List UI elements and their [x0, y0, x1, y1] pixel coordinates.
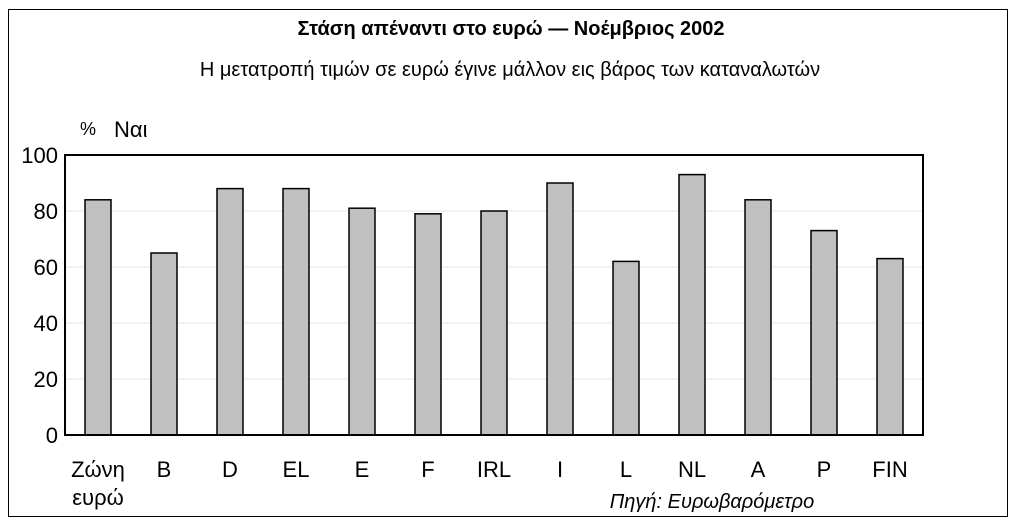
- bar: [414, 213, 442, 436]
- bar: [84, 199, 112, 436]
- bars: [84, 173, 904, 436]
- y-tick-label: 40: [34, 311, 58, 336]
- bar: [546, 182, 574, 436]
- bar: [678, 173, 706, 436]
- y-tick-label: 60: [34, 255, 58, 280]
- unit-label: %: [80, 119, 96, 139]
- bar: [348, 207, 376, 436]
- y-tick-label: 0: [46, 423, 58, 448]
- chart-frame: [8, 9, 1008, 517]
- x-category-label: P: [817, 457, 832, 482]
- x-category-label: B: [157, 457, 172, 482]
- plot-area: [64, 154, 924, 436]
- bar: [876, 257, 904, 436]
- bar: [612, 260, 640, 436]
- bar: [810, 229, 838, 436]
- x-category-label: F: [421, 457, 434, 482]
- y-axis-label: Ναι: [114, 117, 148, 142]
- y-tick-label: 100: [21, 143, 58, 168]
- x-category-label: FIN: [872, 457, 907, 482]
- x-category-label: IRL: [477, 457, 511, 482]
- x-category-label: EL: [283, 457, 310, 482]
- x-category-label: D: [222, 457, 238, 482]
- x-category-label: A: [751, 457, 766, 482]
- x-category-label: Ζώνη: [71, 457, 125, 482]
- x-category-label: NL: [678, 457, 706, 482]
- bar: [480, 210, 508, 436]
- x-axis-categories: Ζώνη ευρώ B D EL E F IRL I L NL A P FIN: [71, 457, 908, 510]
- y-tick-label: 80: [34, 199, 58, 224]
- y-tick-label: 20: [34, 367, 58, 392]
- chart-title: Στάση απέναντι στο ευρώ — Νοέμβριος 2002: [297, 18, 724, 40]
- x-category-label: E: [355, 457, 370, 482]
- x-category-label: L: [620, 457, 632, 482]
- x-category-label: ευρώ: [72, 485, 124, 510]
- bar: [150, 252, 178, 436]
- bar: [744, 199, 772, 436]
- y-axis-ticks: 0 20 40 60 80 100: [21, 143, 58, 448]
- bar: [282, 187, 310, 436]
- bar: [216, 187, 244, 436]
- source-note: Πηγή: Ευρωβαρόμετρο: [610, 491, 814, 513]
- x-category-label: I: [557, 457, 563, 482]
- chart-subtitle: Η μετατροπή τιμών σε ευρώ έγινε μάλλον ε…: [200, 59, 820, 81]
